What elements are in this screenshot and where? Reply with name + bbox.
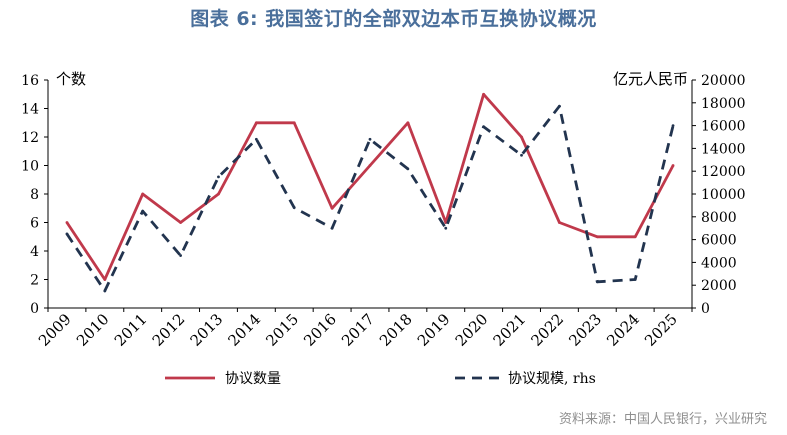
- x-tick-label: 2021: [490, 310, 530, 350]
- right-tick-label: 6000: [701, 233, 737, 249]
- right-tick-label: 18000: [701, 96, 746, 112]
- left-tick-label: 14: [21, 102, 39, 118]
- x-tick-label: 2019: [414, 310, 454, 350]
- x-tick-label: 2014: [224, 310, 264, 350]
- right-tick-label: 10000: [701, 187, 746, 203]
- data-point: [482, 125, 486, 129]
- x-tick-label: 2022: [528, 310, 568, 350]
- legend-label: 协议规模, rhs: [508, 371, 596, 387]
- data-point: [406, 121, 410, 125]
- left-axis-label: 个数: [56, 70, 86, 88]
- x-tick-label: 2020: [452, 310, 492, 350]
- data-point: [330, 226, 334, 230]
- data-point: [141, 209, 145, 213]
- data-point: [558, 104, 561, 108]
- data-point: [482, 92, 486, 96]
- right-tick-label: 14000: [701, 141, 746, 157]
- data-point: [406, 167, 410, 171]
- chart-title: 图表 6: 我国签订的全部双边本币互换协议概况: [190, 8, 597, 30]
- data-point: [179, 221, 182, 224]
- data-point: [595, 280, 599, 284]
- x-tick-label: 2018: [376, 310, 416, 350]
- data-point: [292, 206, 296, 210]
- data-point: [103, 278, 107, 281]
- right-axis-label: 亿元人民币: [613, 70, 688, 88]
- data-point: [671, 124, 675, 127]
- x-tick-label: 2017: [338, 310, 378, 350]
- x-tick-label: 2009: [35, 310, 75, 350]
- data-point: [520, 135, 523, 139]
- data-point: [330, 206, 334, 210]
- data-point: [254, 137, 258, 141]
- data-point: [520, 153, 523, 157]
- data-point: [633, 278, 637, 281]
- data-point: [671, 164, 675, 167]
- right-tick-label: 16000: [701, 119, 746, 135]
- data-point: [633, 235, 637, 239]
- series-line-count: [65, 92, 675, 281]
- x-tick-label: 2016: [300, 310, 340, 350]
- x-tick-label: 2025: [641, 310, 681, 350]
- x-tick-label: 2013: [187, 310, 227, 350]
- series-line-scale: [65, 104, 675, 293]
- left-tick-label: 0: [30, 301, 39, 317]
- data-point: [558, 221, 561, 224]
- x-tick-label: 2023: [565, 310, 605, 350]
- left-tick-label: 16: [21, 73, 39, 89]
- right-tick-label: 4000: [701, 255, 737, 271]
- data-point: [217, 192, 220, 196]
- right-tick-label: 0: [701, 301, 710, 317]
- left-tick-label: 2: [30, 273, 39, 289]
- data-point: [141, 192, 145, 196]
- data-point: [65, 232, 69, 236]
- x-tick-label: 2015: [262, 310, 302, 350]
- data-point: [179, 254, 182, 257]
- left-tick-label: 4: [30, 244, 39, 260]
- data-point: [368, 164, 372, 167]
- data-point: [65, 221, 69, 224]
- right-tick-label: 8000: [701, 210, 737, 226]
- data-point: [292, 121, 296, 125]
- left-tick-label: 8: [30, 187, 39, 203]
- data-point: [254, 121, 258, 125]
- x-tick-label: 2024: [603, 310, 643, 350]
- right-tick-label: 12000: [701, 164, 746, 180]
- x-tick-label: 2012: [149, 310, 189, 350]
- x-tick-label: 2010: [73, 310, 113, 350]
- data-point: [217, 175, 220, 179]
- right-tick-label: 2000: [701, 278, 737, 294]
- x-tick-label: 2011: [111, 310, 151, 350]
- left-tick-label: 12: [21, 130, 39, 146]
- data-point: [103, 289, 107, 293]
- data-point: [368, 137, 372, 141]
- right-tick-label: 20000: [701, 73, 746, 89]
- data-point: [595, 235, 599, 239]
- legend-label: 协议数量: [225, 371, 281, 387]
- left-tick-label: 10: [21, 159, 39, 175]
- left-tick-label: 6: [30, 216, 39, 232]
- data-point: [444, 226, 448, 230]
- source-note: 资料来源：中国人民银行，兴业研究: [558, 412, 767, 427]
